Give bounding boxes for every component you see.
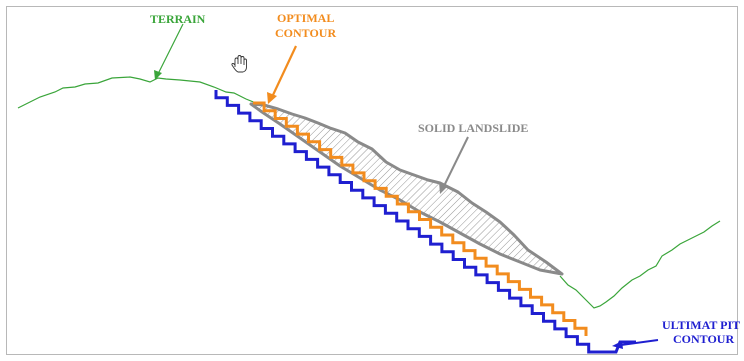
- terrain-leader: [154, 23, 184, 80]
- solid-landslide-label: SOLID LANDSLIDE: [418, 121, 528, 135]
- viewport-frame: [6, 6, 738, 355]
- optimal-contour-label-line1: OPTIMAL: [277, 11, 334, 25]
- terrain-label: TERRAIN: [150, 12, 206, 26]
- ultimate-pit-label-line2: CONTOUR: [673, 332, 734, 346]
- ultimate-pit-label-line1: ULTIMAT PIT: [662, 318, 740, 332]
- hand-pointer-icon: [231, 55, 247, 73]
- solid-landslide-leader: [439, 136, 469, 194]
- optimal-contour-line: [253, 101, 588, 336]
- optimal-contour-leader: [267, 45, 297, 104]
- ultimate-pit-leader: [612, 339, 659, 349]
- terrain-line-right: [559, 220, 721, 309]
- ultimate-pit-contour-line: [214, 90, 636, 354]
- optimal-contour-label-line2: CONTOUR: [275, 26, 336, 40]
- terrain-line: [17, 76, 257, 109]
